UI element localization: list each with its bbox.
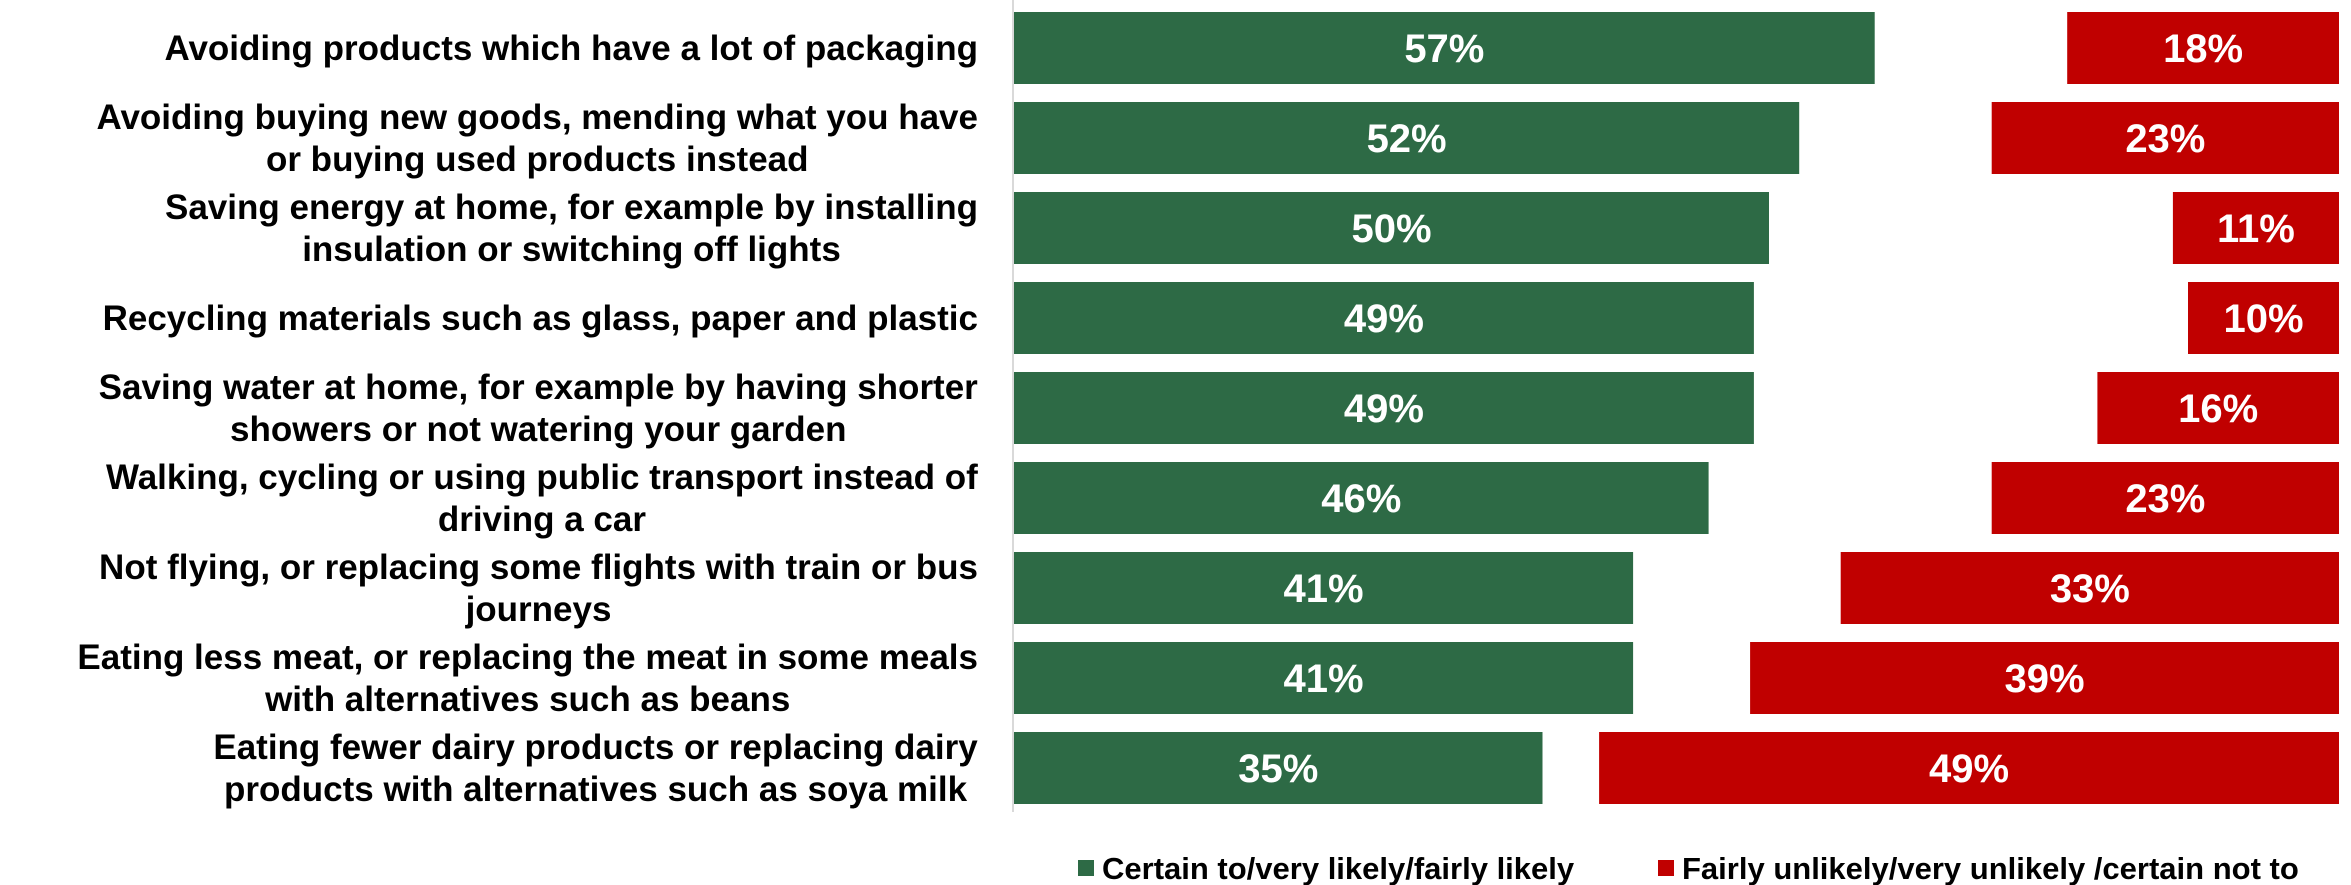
likely-value-label: 46% [1321, 477, 1401, 521]
unlikely-bar [2172, 192, 2339, 264]
unlikely-bar [1991, 102, 2339, 174]
unlikely-bar [1750, 642, 2339, 714]
unlikely-bar [2188, 282, 2339, 354]
category-label: Saving water at home, for example by hav… [99, 368, 979, 449]
category-label: Saving energy at home, for example by in… [165, 188, 978, 269]
legend-label-unlikely: Fairly unlikely/very unlikely /certain n… [1682, 851, 2299, 885]
category-label: Not flying, or replacing some flights wi… [99, 548, 978, 629]
category-label-line: Eating less meat, or replacing the meat … [77, 638, 978, 677]
likely-bar [1014, 552, 1634, 624]
category-label-line: insulation or switching off lights [302, 230, 841, 269]
category-label-line: showers or not watering your garden [230, 410, 846, 449]
likely-bar [1014, 282, 1754, 354]
unlikely-value-label: 49% [1929, 747, 2009, 791]
likely-bar [1014, 102, 1800, 174]
unlikely-value-label: 11% [2217, 207, 2295, 251]
likely-value-label: 50% [1351, 207, 1431, 251]
category-label-line: Avoiding products which have a lot of pa… [164, 29, 978, 68]
likely-value-label: 49% [1344, 297, 1424, 341]
legend-swatch-unlikely [1658, 860, 1674, 876]
category-label: Avoiding products which have a lot of pa… [164, 29, 978, 68]
likely-value-label: 41% [1284, 567, 1364, 611]
likely-bar [1014, 642, 1634, 714]
likely-bar [1014, 12, 1875, 84]
unlikely-value-label: 23% [2125, 477, 2205, 521]
likely-value-label: 49% [1344, 387, 1424, 431]
category-label-line: Avoiding buying new goods, mending what … [96, 98, 978, 137]
unlikely-value-label: 23% [2125, 117, 2205, 161]
bars [1014, 12, 2339, 804]
unlikely-value-label: 16% [2178, 387, 2258, 431]
unlikely-value-label: 39% [2005, 657, 2085, 701]
category-label-line: or buying used products instead [266, 140, 809, 179]
category-label-line: Recycling materials such as glass, paper… [103, 299, 978, 338]
legend-label-likely: Certain to/very likely/fairly likely [1102, 851, 1575, 885]
category-label: Eating less meat, or replacing the meat … [77, 638, 978, 719]
likely-bar [1014, 732, 1543, 804]
category-label: Walking, cycling or using public transpo… [106, 458, 978, 539]
legend-swatch-likely [1078, 860, 1094, 876]
category-label-line: driving a car [438, 500, 647, 539]
unlikely-bar [1840, 552, 2339, 624]
likely-bar [1014, 192, 1769, 264]
unlikely-bar [1991, 462, 2339, 534]
category-label-line: Eating fewer dairy products or replacing… [213, 728, 978, 767]
category-label-line: Walking, cycling or using public transpo… [106, 458, 978, 497]
likely-value-label: 41% [1284, 657, 1364, 701]
unlikely-value-label: 10% [2223, 297, 2303, 341]
category-label-line: Not flying, or replacing some flights wi… [99, 548, 978, 587]
category-label: Avoiding buying new goods, mending what … [96, 98, 978, 179]
likely-value-label: 57% [1404, 27, 1484, 71]
likely-value-label: 35% [1238, 747, 1318, 791]
unlikely-value-label: 18% [2163, 27, 2243, 71]
unlikely-bar [1599, 732, 2339, 804]
unlikely-bar [2067, 12, 2339, 84]
category-label-line: Saving water at home, for example by hav… [99, 368, 979, 407]
category-label-line: with alternatives such as beans [264, 680, 790, 719]
category-label-line: products with alternatives such as soya … [224, 770, 968, 809]
likely-bar [1014, 462, 1709, 534]
category-label-line: Saving energy at home, for example by in… [165, 188, 978, 227]
legend: Certain to/very likely/fairly likely Fair… [1078, 851, 2299, 885]
category-label: Eating fewer dairy products or replacing… [213, 728, 978, 809]
unlikely-bar [2097, 372, 2339, 444]
category-label-line: journeys [465, 590, 612, 629]
likely-bar [1014, 372, 1754, 444]
category-labels: Avoiding products which have a lot of pa… [77, 29, 978, 809]
likely-value-label: 52% [1367, 117, 1447, 161]
category-label: Recycling materials such as glass, paper… [103, 299, 978, 338]
unlikely-value-label: 33% [2050, 567, 2130, 611]
data-labels: 57% 52% 50% 49% 49% 46% 41% 41% 35% 18% 23% 11% 10% 1… [1238, 27, 2303, 791]
